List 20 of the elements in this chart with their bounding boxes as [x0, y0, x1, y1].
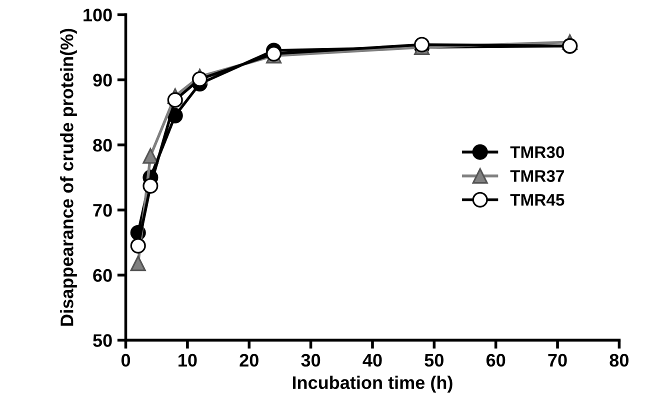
x-tick-label: 80	[610, 354, 629, 367]
x-tick-label: 50	[424, 354, 444, 367]
y-tick-label: 50	[93, 334, 112, 347]
y-tick-label: 90	[93, 74, 112, 87]
y-tick-label: 70	[93, 204, 112, 217]
x-tick-label: 60	[486, 354, 506, 367]
y-tick-label: 60	[93, 269, 112, 282]
y-axis-title: Disappearance of crude protein(%)	[60, 28, 77, 326]
x-tick-label: 0	[121, 354, 130, 367]
x-tick-label: 20	[240, 354, 258, 367]
x-tick-label: 30	[301, 354, 320, 367]
legend-label: TMR45	[510, 194, 564, 206]
x-tick-label: 70	[548, 354, 567, 367]
legend-label: TMR37	[510, 170, 564, 182]
y-tick-label: 80	[93, 138, 112, 152]
x-tick-label: 10	[178, 354, 197, 367]
legend-label: TMR30	[510, 146, 564, 158]
y-tick-label: 100	[84, 8, 112, 22]
x-tick-label: 40	[362, 354, 382, 367]
x-axis-title: Incubation time (h)	[292, 376, 452, 393]
